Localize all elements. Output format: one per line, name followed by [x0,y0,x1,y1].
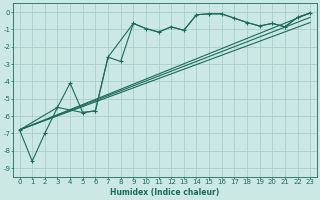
X-axis label: Humidex (Indice chaleur): Humidex (Indice chaleur) [110,188,220,197]
